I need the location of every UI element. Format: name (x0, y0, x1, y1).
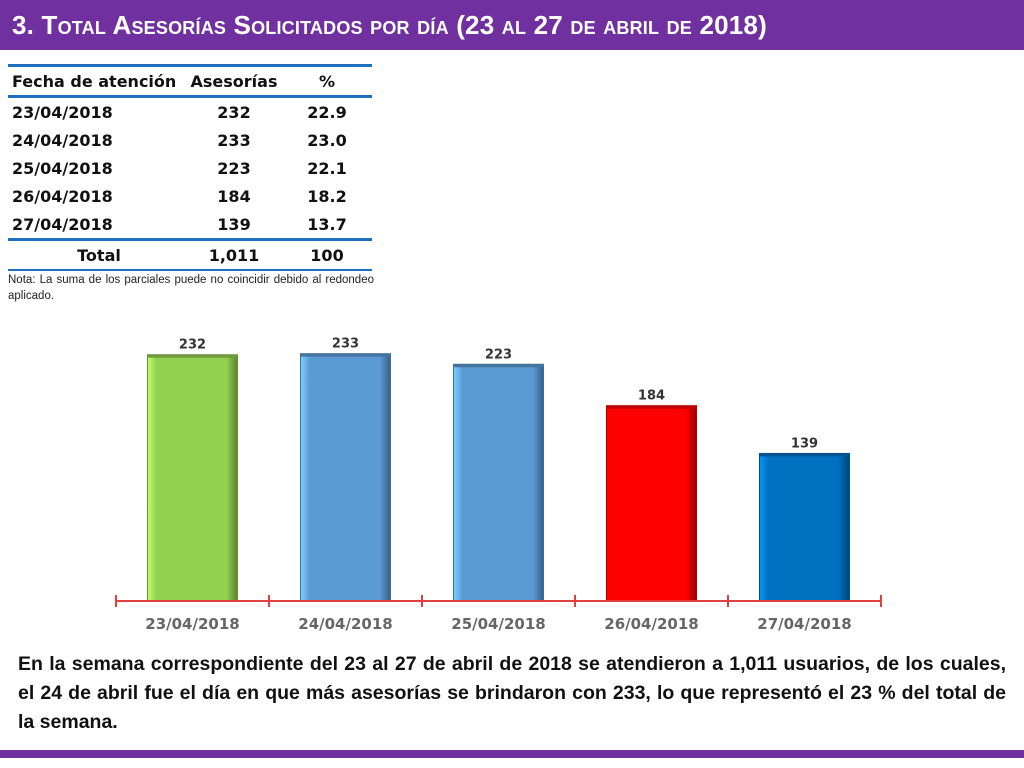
data-label: 233 (332, 337, 359, 352)
bar-top-edge (147, 354, 238, 358)
bar (300, 353, 391, 602)
footer-bar (0, 750, 1024, 758)
header-count: Asesorías (190, 71, 278, 91)
row-date: 25/04/2018 (12, 158, 113, 178)
summary-paragraph: En la semana correspondiente del 23 al 2… (18, 653, 1006, 733)
table-total-row: Total 1,011 100 (8, 241, 372, 269)
row-percent: 13.7 (307, 214, 347, 234)
x-tick-label: 23/04/2018 (145, 615, 239, 633)
header-bar: 3. Total Asesorías Solicitados por día (… (0, 0, 1024, 50)
bar-top-edge (300, 353, 391, 357)
bar (147, 354, 238, 602)
row-percent: 23.0 (307, 130, 347, 150)
table-header-rule (8, 95, 372, 98)
header-date: Fecha de atención (12, 71, 177, 91)
page-title: 3. Total Asesorías Solicitados por día (… (12, 10, 767, 40)
x-tick-label: 26/04/2018 (604, 615, 698, 633)
bar-chart: 232 23/04/2018 233 24/04/2018 223 25/04/2018 1… (115, 337, 882, 633)
table-row: 24/04/2018 233 23.0 (8, 126, 372, 154)
data-table: Fecha de atención Asesorías % 23/04/2018… (8, 64, 372, 269)
row-date: 23/04/2018 (12, 102, 113, 122)
bar-top-edge (453, 364, 544, 368)
table-row: 26/04/2018 184 18.2 (8, 182, 372, 210)
data-label: 232 (179, 338, 206, 353)
bar-top-edge (759, 453, 850, 457)
row-date: 24/04/2018 (12, 130, 113, 150)
bar-top-edge (606, 405, 697, 409)
row-count: 223 (217, 158, 251, 178)
header-percent: % (318, 71, 336, 91)
total-percent: 100 (310, 245, 344, 265)
total-label: Total (77, 245, 121, 265)
row-percent: 22.1 (307, 158, 347, 178)
data-label: 184 (638, 389, 665, 404)
table-row: 23/04/2018 232 22.9 (8, 98, 372, 126)
row-count: 139 (217, 214, 251, 234)
row-percent: 22.9 (307, 102, 347, 122)
row-count: 233 (217, 130, 251, 150)
table-header-row: Fecha de atención Asesorías % (8, 67, 372, 95)
x-tick-label: 24/04/2018 (298, 615, 392, 633)
row-date: 27/04/2018 (12, 214, 113, 234)
table-total-rule (8, 238, 372, 241)
total-count: 1,011 (208, 245, 260, 265)
row-count: 184 (217, 186, 251, 206)
row-count: 232 (217, 102, 251, 122)
row-percent: 18.2 (307, 186, 347, 206)
data-label: 139 (791, 436, 818, 451)
table-row: 27/04/2018 139 13.7 (8, 210, 372, 238)
x-tick-label: 27/04/2018 (757, 615, 851, 633)
row-date: 26/04/2018 (12, 186, 113, 206)
table-top-rule (8, 64, 372, 67)
table-note: Nota: La suma de los parciales puede no … (8, 274, 374, 302)
x-tick-label: 25/04/2018 (451, 615, 545, 633)
table-row: 25/04/2018 223 22.1 (8, 154, 372, 182)
bar (759, 452, 850, 602)
bar (606, 405, 697, 602)
data-label: 223 (485, 347, 512, 362)
bar (453, 363, 544, 602)
note-rule (8, 269, 372, 271)
